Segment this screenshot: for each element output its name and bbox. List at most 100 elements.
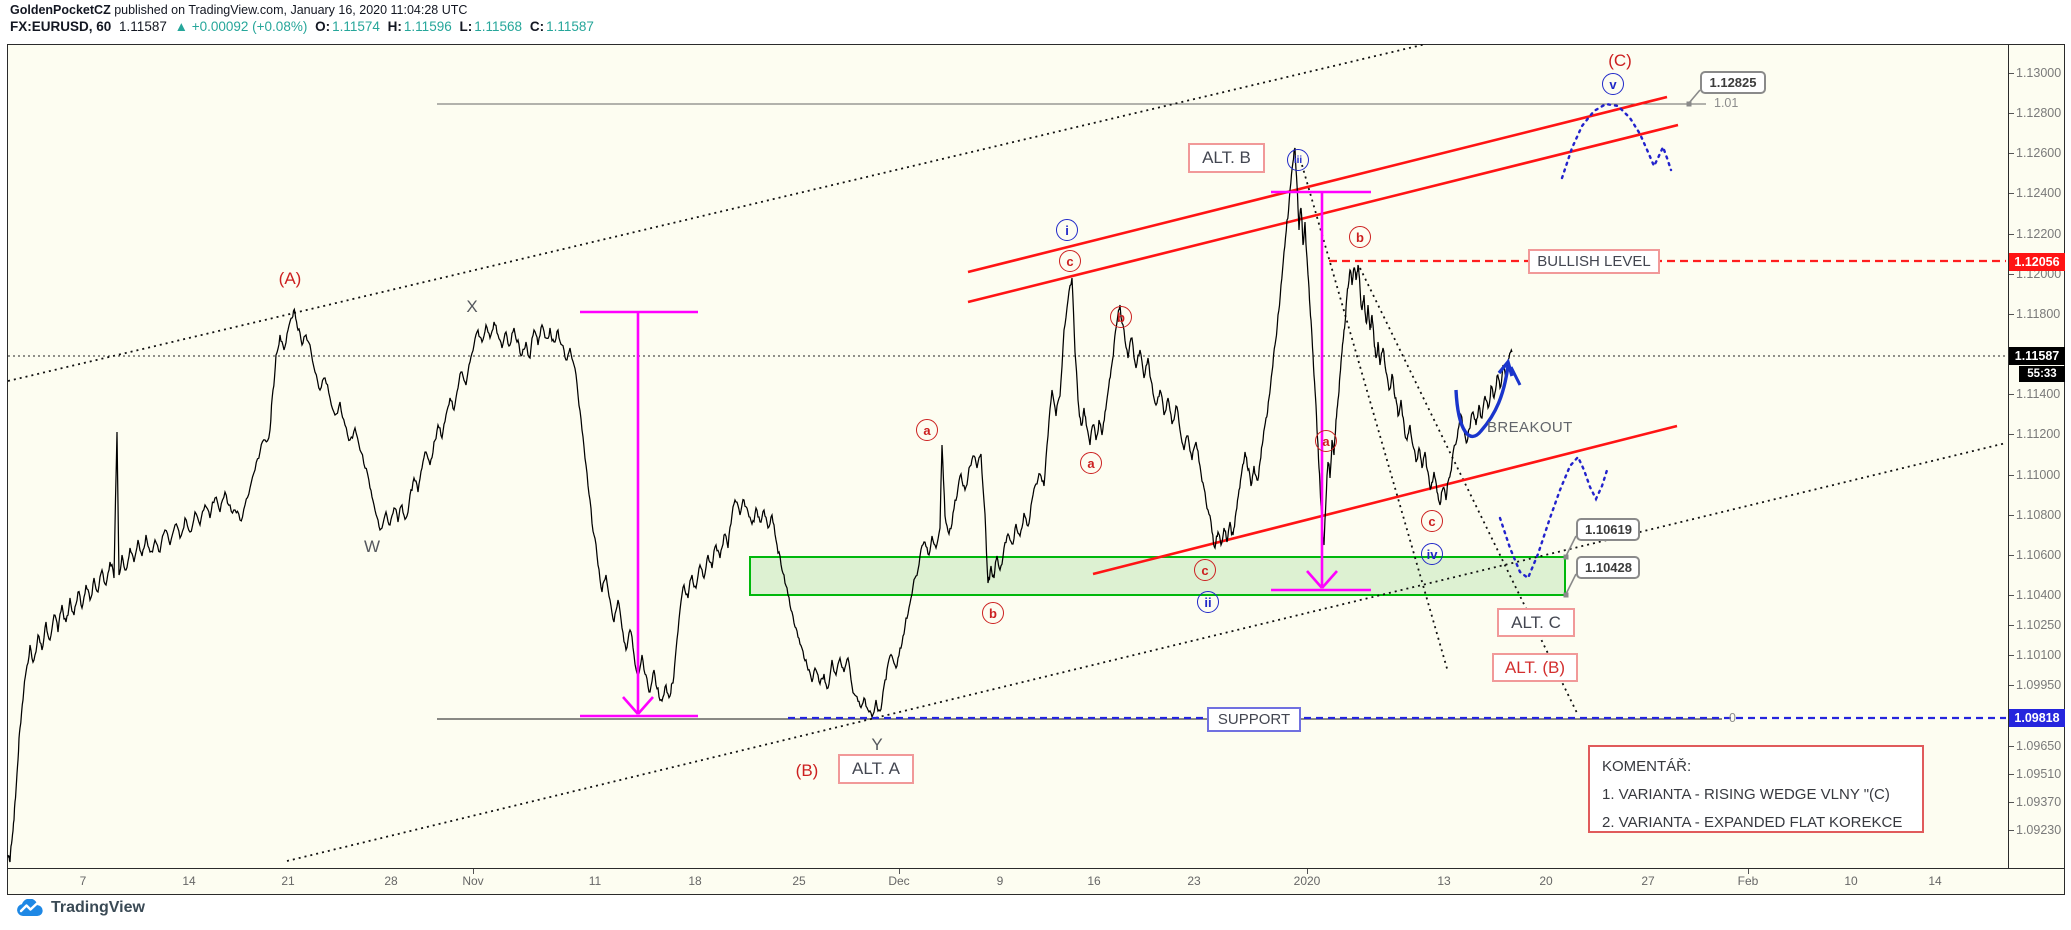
price-axis[interactable]: [2008, 44, 2066, 868]
alt-scenario-box-1[interactable]: ALT. A: [838, 754, 914, 784]
price-tick-label: 1.11800: [2016, 306, 2061, 321]
wave-label-circled-i[interactable]: i: [1056, 219, 1078, 241]
author-name: GoldenPocketCZ: [10, 3, 111, 17]
time-tick-label: Feb: [1737, 874, 1759, 888]
price-tick-mark: [2009, 830, 2014, 832]
projection-wave-v-arc[interactable]: [1560, 102, 1673, 180]
wave-label-circled-a[interactable]: a: [916, 419, 938, 441]
price-tick-label: 1.12800: [2016, 106, 2062, 121]
price-tick-mark: [2009, 434, 2014, 436]
wave-label-B[interactable]: (B): [795, 761, 819, 780]
red-channel-line-2[interactable]: [1092, 424, 1678, 576]
callout-pointer-2: [1565, 573, 1577, 595]
comment-box[interactable]: KOMENTÁŘ: 1. VARIANTA - RISING WEDGE VLNY…: [1588, 745, 1924, 833]
price-flag-1.12056: 1.12056: [2009, 253, 2065, 271]
price-tick-mark: [2009, 313, 2014, 315]
time-axis[interactable]: [7, 868, 2065, 896]
time-tick-label: 14: [182, 874, 196, 888]
price-chart-canvas[interactable]: [7, 44, 2008, 868]
time-tick-label: 13: [1437, 874, 1451, 888]
wave-label-Y[interactable]: Y: [871, 735, 883, 754]
magenta-measure-1[interactable]: [1271, 190, 1371, 592]
symbol-quote-row: FX:EURUSD, 60 1.11587 ▲ +0.00092 (+0.08%…: [10, 19, 598, 34]
dotted-trendline-2[interactable]: [1301, 164, 1449, 673]
price-tick-mark: [2009, 625, 2014, 627]
tradingview-cloud-icon: [17, 899, 43, 917]
wave-label-circled-a[interactable]: a: [1315, 430, 1337, 452]
comment-line-0: KOMENTÁŘ:: [1602, 758, 1692, 775]
dotted-trendline-3[interactable]: [1359, 267, 1579, 716]
alt-scenario-box-3[interactable]: ALT. (B): [1492, 653, 1578, 682]
magenta-measure-0[interactable]: [580, 310, 698, 718]
time-tick-label: 20: [1539, 874, 1553, 888]
time-tick-label: 25: [792, 874, 806, 888]
price-tick-mark: [2009, 554, 2014, 556]
alt-scenario-box-0[interactable]: ALT. B: [1188, 143, 1265, 173]
breakout-arrow-tail: [1509, 366, 1522, 386]
wave-label-A[interactable]: (A): [278, 269, 302, 288]
red-channel-line-0[interactable]: [967, 95, 1668, 274]
time-tick-mark: [473, 869, 474, 874]
time-tick-label: 16: [1087, 874, 1101, 888]
price-tick-label: 1.10250: [2016, 618, 2062, 633]
wave-label-circled-iv[interactable]: iv: [1421, 543, 1443, 565]
price-tick-mark: [2009, 273, 2014, 275]
dotted-trendline-0[interactable]: [7, 44, 1427, 382]
bullish-level-label[interactable]: BULLISH LEVEL: [1528, 249, 1660, 274]
price-tick-label: 1.12600: [2016, 146, 2062, 161]
fib-101-label: 1.01: [1714, 96, 1739, 110]
wave-label-circled-v[interactable]: v: [1602, 73, 1624, 95]
symbol-name[interactable]: FX:EURUSD, 60: [10, 19, 112, 34]
projection-expanded-flat-w[interactable]: [1498, 454, 1610, 580]
breakout-arrow[interactable]: [1454, 365, 1510, 439]
tradingview-logo[interactable]: TradingView: [16, 899, 145, 917]
price-series[interactable]: [7, 147, 1513, 863]
time-tick-mark: [1307, 869, 1308, 874]
price-tick-label: 1.10600: [2016, 547, 2062, 562]
low-label: L:: [459, 19, 473, 34]
wave-label-circled-b[interactable]: b: [1110, 306, 1132, 328]
price-tick-label: 1.11000: [2016, 467, 2061, 482]
wave-label-circled-c[interactable]: c: [1059, 250, 1081, 272]
wave-label-W[interactable]: W: [363, 537, 381, 556]
green-demand-zone[interactable]: [749, 556, 1566, 596]
wave-label-C[interactable]: (C): [1608, 51, 1632, 70]
last-price: 1.11587: [119, 19, 167, 34]
price-tick-mark: [2009, 394, 2014, 396]
high-label: H:: [387, 19, 402, 34]
wave-label-circled-c[interactable]: c: [1421, 510, 1443, 532]
support-label[interactable]: SUPPORT: [1207, 707, 1301, 732]
alt-scenario-box-2[interactable]: ALT. C: [1497, 608, 1575, 637]
callout-pointer-0: [1688, 89, 1701, 104]
low-value: 1.11568: [474, 19, 523, 34]
time-tick-label: 28: [384, 874, 398, 888]
close-label: C:: [529, 19, 545, 34]
price-callout-1.10619[interactable]: 1.10619: [1576, 518, 1640, 541]
wave-label-circled-iii[interactable]: iii: [1287, 149, 1309, 171]
wave-label-X[interactable]: X: [466, 297, 478, 316]
price-tick-label: 1.09510: [2016, 766, 2062, 781]
price-tick-mark: [2009, 595, 2014, 597]
price-callout-1.12825[interactable]: 1.12825: [1700, 71, 1766, 94]
high-value: 1.11596: [403, 19, 452, 34]
price-tick-label: 1.10800: [2016, 507, 2062, 522]
wave-label-circled-b[interactable]: b: [1349, 226, 1371, 248]
price-tick-label: 1.09370: [2016, 794, 2062, 809]
time-tick-label: 7: [79, 874, 87, 888]
time-tick-mark: [899, 869, 900, 874]
price-tick-label: 1.10400: [2016, 588, 2062, 603]
comment-line-1: 1. VARIANTA - RISING WEDGE VLNY "(C): [1602, 786, 1890, 803]
price-tick-mark: [2009, 233, 2014, 235]
wave-label-circled-c[interactable]: c: [1194, 559, 1216, 581]
time-tick-label: Dec: [888, 874, 910, 888]
price-tick-mark: [2009, 113, 2014, 115]
dotted-trendline-1[interactable]: [286, 442, 2007, 862]
price-flag-1.11587: 1.11587: [2009, 347, 2065, 365]
wave-label-circled-ii[interactable]: ii: [1197, 591, 1219, 613]
price-tick-mark: [2009, 745, 2014, 747]
wave-label-circled-a[interactable]: a: [1080, 452, 1102, 474]
price-callout-1.10428[interactable]: 1.10428: [1576, 556, 1640, 579]
time-tick-label: 14: [1928, 874, 1942, 888]
wave-label-circled-b[interactable]: b: [982, 602, 1004, 624]
price-tick-label: 1.09650: [2016, 738, 2062, 753]
